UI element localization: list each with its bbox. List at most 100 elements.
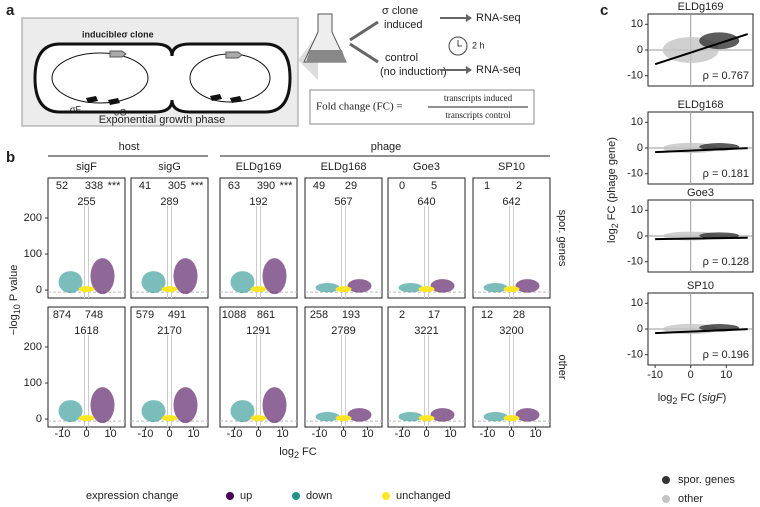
count-up: 305	[168, 180, 186, 192]
gene-label: σG	[114, 107, 127, 117]
arrow	[349, 20, 379, 64]
significance: ***	[280, 180, 294, 192]
x-tick-label: 10	[104, 428, 116, 440]
count-unchanged: 255	[77, 196, 95, 208]
count-up: 17	[428, 309, 440, 321]
rnaseq: RNA-seq	[476, 64, 521, 76]
point-cloud	[78, 286, 95, 293]
point-cloud	[503, 415, 520, 422]
x-tick-label: 10	[276, 428, 288, 440]
point-cloud	[230, 271, 255, 294]
count-up: 28	[513, 309, 525, 321]
point-cloud	[699, 32, 740, 50]
panel	[387, 177, 466, 299]
x-tick-label: -10	[137, 428, 153, 440]
legend-label: unchanged	[396, 490, 450, 502]
y-axis-label: log2 FC (phage gene)	[606, 137, 620, 243]
count-down: 2	[399, 309, 405, 321]
count-up: 390	[257, 180, 275, 192]
group-label: phage	[371, 141, 402, 153]
panel-title: SP10	[687, 280, 714, 292]
induced: induced	[384, 19, 423, 31]
point-cloud	[335, 415, 352, 422]
rho: ρ = 0.128	[703, 256, 749, 268]
count-unchanged: 642	[502, 196, 520, 208]
panel	[304, 177, 383, 299]
point-cloud	[230, 400, 255, 423]
column-label: sigG	[158, 161, 181, 173]
control: (no induction)	[380, 66, 447, 78]
x-axis-label: log2 FC (sigF)	[658, 392, 727, 406]
y-tick-label: 0	[637, 44, 643, 56]
point-cloud	[430, 279, 455, 293]
x-tick-label: 10	[361, 428, 373, 440]
count-down: 258	[310, 309, 328, 321]
point-cloud	[398, 282, 423, 293]
flask-liquid	[306, 50, 346, 62]
y-tick-label: 200	[24, 212, 42, 224]
group-label: host	[119, 141, 140, 153]
point-cloud	[515, 279, 540, 293]
count-down: 874	[53, 309, 71, 321]
point-cloud	[483, 411, 508, 422]
y-tick-label: 0	[637, 142, 643, 154]
point-cloud	[335, 286, 352, 293]
column-label: ELDg168	[321, 161, 367, 173]
clone-label: inducibleσ clone	[82, 29, 154, 39]
x-axis-label: log2 FC	[279, 446, 316, 460]
count-up: 338	[85, 180, 103, 192]
count-unchanged: 289	[160, 196, 178, 208]
panel-title: ELDg168	[678, 99, 724, 111]
count-up: 491	[168, 309, 186, 321]
y-tick-label: 10	[631, 18, 643, 30]
panel	[387, 306, 466, 428]
y-tick-label: -10	[627, 70, 643, 82]
legend-label: spor. genes	[678, 474, 735, 486]
point-cloud	[161, 286, 178, 293]
legend-swatch	[382, 492, 390, 500]
count-down: 63	[228, 180, 240, 192]
point-cloud	[58, 400, 83, 423]
x-tick-label: 0	[423, 428, 429, 440]
column-label: ELDg169	[236, 161, 282, 173]
row-label: spor. genes	[556, 210, 568, 267]
point-cloud	[418, 286, 435, 293]
legend-swatch	[292, 492, 300, 500]
count-unchanged: 1291	[246, 325, 270, 337]
arrow	[440, 17, 470, 71]
point-cloud	[515, 408, 540, 422]
point-cloud	[141, 400, 166, 423]
legend-label: up	[240, 490, 252, 502]
point-cloud	[90, 258, 115, 295]
count-down: 1088	[222, 309, 246, 321]
point-cloud	[161, 415, 178, 422]
gene-label: σF	[70, 104, 82, 114]
rho: ρ = 0.767	[703, 70, 749, 82]
count-unchanged: 640	[417, 196, 435, 208]
panel-title: ELDg169	[678, 1, 724, 13]
y-tick-label: -10	[627, 256, 643, 268]
rho: ρ = 0.181	[703, 168, 749, 180]
regression-line	[654, 33, 748, 66]
panel	[472, 177, 551, 299]
formula: transcripts induced	[444, 93, 513, 103]
x-tick-label: -10	[226, 428, 242, 440]
point-cloud	[173, 387, 198, 424]
legend-swatch	[662, 495, 670, 503]
x-tick-label: -10	[647, 369, 663, 381]
point-cloud	[315, 282, 340, 293]
rnaseq: RNA-seq	[476, 12, 521, 24]
point-cloud	[483, 282, 508, 293]
y-tick-label: 10	[631, 204, 643, 216]
count-unchanged: 567	[334, 196, 352, 208]
x-tick-label: 0	[255, 428, 261, 440]
induced: σ clone	[382, 5, 418, 17]
arrowhead	[466, 14, 472, 74]
formula: transcripts control	[445, 110, 511, 120]
count-unchanged: 2170	[157, 325, 181, 337]
point-cloud	[58, 271, 83, 294]
rho: ρ = 0.196	[703, 349, 749, 361]
count-unchanged: 192	[249, 196, 267, 208]
point-cloud	[347, 279, 372, 293]
